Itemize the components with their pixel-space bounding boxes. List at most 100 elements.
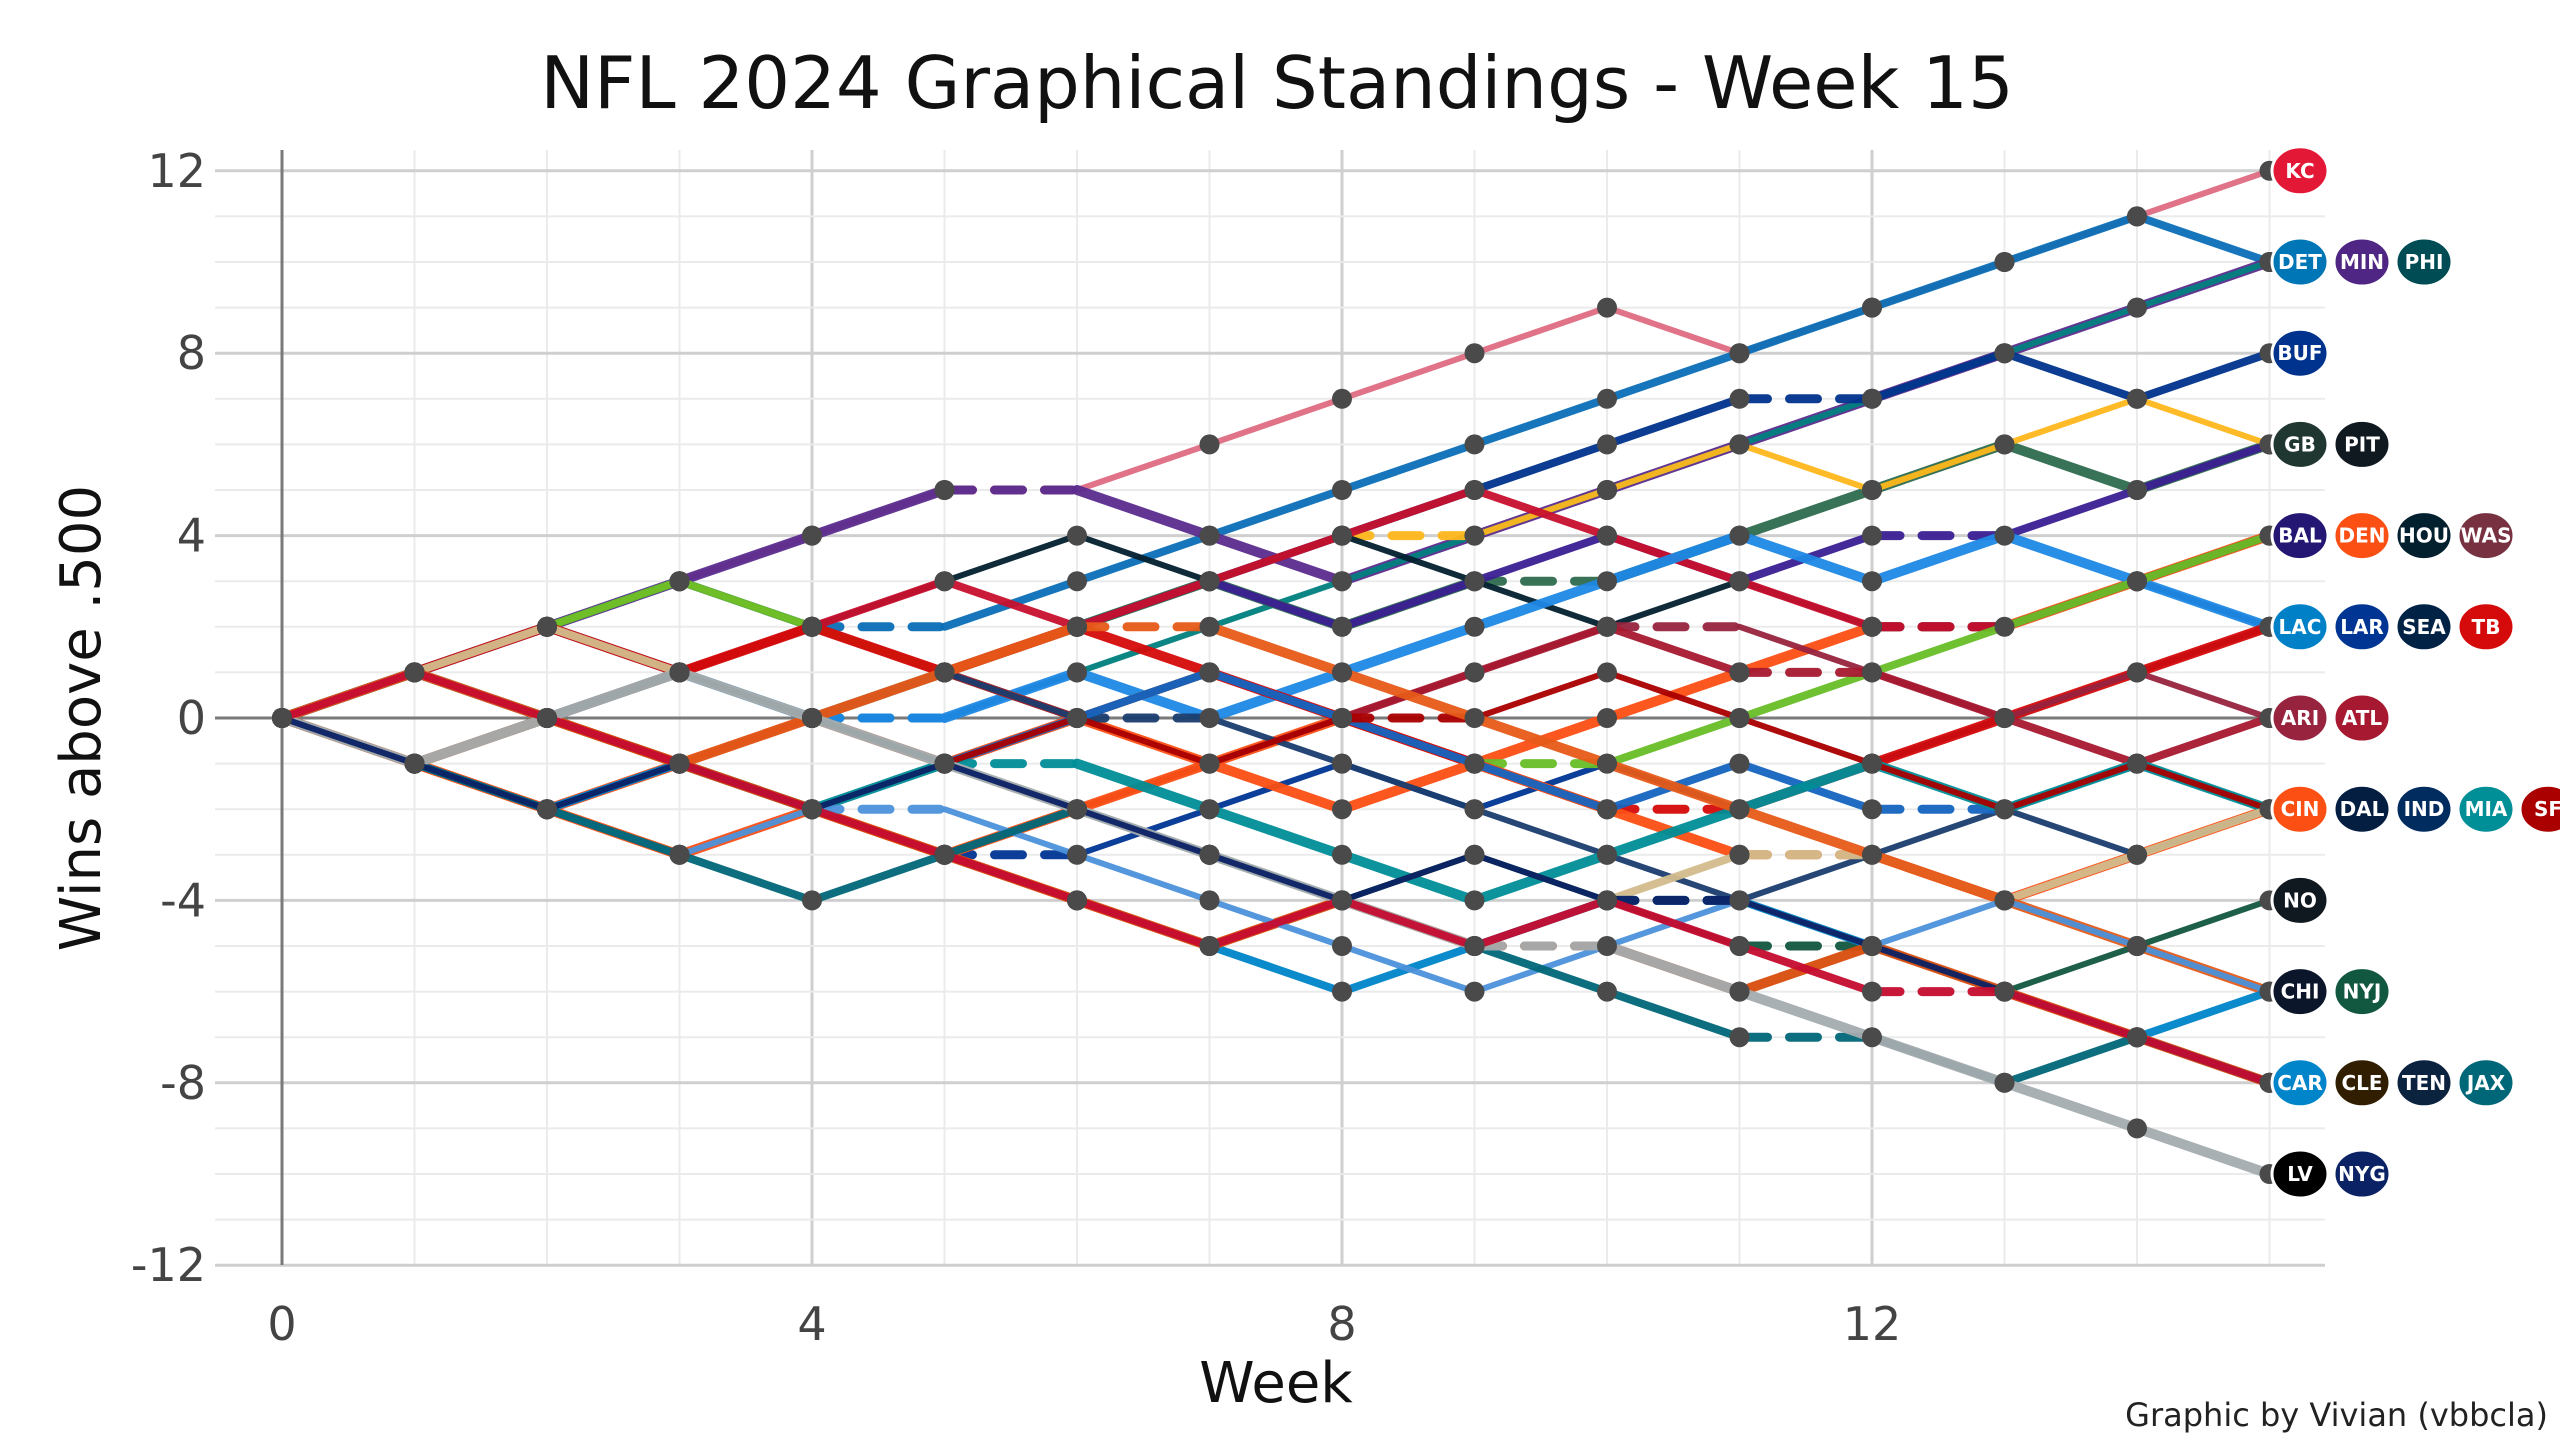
logo-abbrev: TB bbox=[2472, 615, 2501, 639]
series-line-jax bbox=[1603, 987, 1744, 1042]
series-line-chi bbox=[674, 713, 817, 769]
series-line-lac bbox=[1867, 530, 2010, 587]
data-point-lv bbox=[1862, 1027, 1882, 1048]
series-line-dal bbox=[1471, 806, 1610, 858]
data-point-no bbox=[537, 616, 557, 637]
series-line-lv bbox=[1867, 1032, 2010, 1088]
data-point-chi bbox=[1067, 616, 1087, 637]
series-line-kc bbox=[1339, 350, 1478, 402]
series-line-atl bbox=[1868, 668, 2009, 722]
data-point-sf bbox=[1067, 708, 1087, 728]
series-line-ari bbox=[2134, 669, 2273, 721]
logo-car-icon: CAR bbox=[2270, 1057, 2330, 1109]
series-line-ne bbox=[1073, 896, 1214, 950]
logo-badge bbox=[2270, 327, 2330, 379]
series-line-pit bbox=[2134, 395, 2273, 448]
logo-badge bbox=[2332, 783, 2392, 835]
series-line-ind bbox=[1073, 668, 1214, 722]
logo-badge bbox=[2270, 236, 2330, 288]
series-line-ind bbox=[1470, 759, 1611, 814]
data-point-bal bbox=[2127, 480, 2147, 500]
x-tick-label: 8 bbox=[1327, 1297, 1356, 1351]
y-tick-label: 0 bbox=[177, 691, 206, 745]
series-line-jax bbox=[1470, 942, 1611, 996]
series-line-mia bbox=[1602, 804, 1745, 860]
data-point-ne bbox=[1067, 890, 1087, 911]
logo-badge bbox=[2270, 418, 2330, 470]
logo-ind-icon: IND bbox=[2394, 783, 2454, 835]
data-point-det bbox=[2127, 206, 2147, 227]
data-point-det bbox=[1464, 434, 1485, 455]
logo-dal-icon: DAL bbox=[2332, 783, 2392, 835]
data-point-sf bbox=[1729, 708, 1750, 728]
series-line-pit bbox=[1736, 441, 1875, 493]
credit-caption: Graphic by Vivian (vbbcla) bbox=[2125, 1396, 2548, 1434]
axis-layer: 0 4 8 12 -12 -8 -4 0 4 8 12 bbox=[131, 144, 2325, 1351]
data-point-ne bbox=[1729, 936, 1750, 956]
series-line-mia bbox=[1204, 804, 1347, 860]
x-axis-title: Week bbox=[1199, 1351, 1353, 1416]
data-point-was bbox=[1597, 525, 1617, 546]
x-tick-label: 0 bbox=[267, 1297, 296, 1351]
series-line-bal bbox=[2000, 486, 2141, 540]
data-point-mia bbox=[1597, 844, 1617, 865]
y-tick-label: -12 bbox=[131, 1238, 206, 1292]
data-point-sf bbox=[1332, 708, 1352, 728]
logo-abbrev: CAR bbox=[2277, 1071, 2323, 1095]
logo-abbrev: WAS bbox=[2460, 524, 2511, 548]
series-line-buf bbox=[1868, 349, 2009, 403]
data-point-buf bbox=[1597, 434, 1617, 455]
series-line-nyj bbox=[2001, 943, 2140, 995]
logo-abbrev: KC bbox=[2285, 159, 2314, 183]
series-line-bal bbox=[2133, 440, 2274, 494]
series-line-kc bbox=[1604, 304, 1743, 357]
series-line-jax bbox=[940, 805, 1081, 859]
y-tick-label: 12 bbox=[147, 144, 206, 198]
data-point-atl bbox=[1597, 616, 1617, 637]
series-line-lac bbox=[2132, 576, 2275, 632]
logo-abbrev: MIA bbox=[2465, 797, 2508, 821]
series-line-jax bbox=[2000, 1033, 2141, 1087]
data-point-atl bbox=[1464, 662, 1485, 683]
series-line-nyg bbox=[1736, 897, 1875, 949]
logo-layer: KC DET MIN PHI BUF GB PIT BAL DEN HOU WAS LAC LAR SEA… bbox=[2270, 145, 2560, 1200]
data-point-nyg bbox=[934, 753, 955, 774]
logo-min-icon: MIN bbox=[2332, 236, 2392, 288]
logo-abbrev: BUF bbox=[2277, 341, 2322, 365]
logo-bal-icon: BAL bbox=[2270, 510, 2330, 562]
data-point-no bbox=[1729, 844, 1750, 865]
data-point-ten bbox=[1067, 844, 1087, 865]
data-point-ne bbox=[802, 799, 822, 820]
series-line-min bbox=[674, 530, 817, 587]
data-point-atl bbox=[1729, 662, 1750, 683]
logo-badge bbox=[2332, 236, 2392, 288]
series-line-was bbox=[1205, 531, 1346, 586]
logo-abbrev: LAR bbox=[2340, 615, 2384, 639]
data-point-kc bbox=[1597, 297, 1617, 318]
data-point-kc bbox=[1332, 388, 1352, 409]
series-line-ind bbox=[1205, 668, 1346, 722]
data-point-chi bbox=[1464, 708, 1485, 728]
series-line-car bbox=[1205, 942, 1346, 996]
series-line-atl bbox=[1603, 622, 1744, 677]
data-point-lac bbox=[1199, 708, 1220, 728]
data-point-mia bbox=[1332, 844, 1352, 865]
series-line-phi bbox=[2134, 259, 2273, 311]
logo-abbrev: SEA bbox=[2402, 615, 2446, 639]
series-line-pit bbox=[1869, 441, 2008, 493]
logo-cle-icon: CLE bbox=[2332, 1057, 2392, 1109]
series-line-nyg bbox=[1074, 806, 1213, 858]
data-point-det bbox=[1729, 343, 1750, 364]
data-point-chi bbox=[1597, 753, 1617, 774]
series-line-lv bbox=[1999, 1077, 2142, 1134]
series-line-sf bbox=[2001, 760, 2140, 813]
data-point-jax bbox=[1729, 1027, 1750, 1048]
data-point-pit bbox=[1597, 480, 1617, 500]
data-point-ari bbox=[2127, 662, 2147, 683]
logo-mia-icon: MIA bbox=[2456, 783, 2516, 835]
series-line-lac bbox=[1337, 621, 1480, 678]
series-line-chi bbox=[1734, 804, 1877, 860]
data-point-ind bbox=[1464, 753, 1485, 774]
series-line-nyg bbox=[809, 760, 948, 813]
